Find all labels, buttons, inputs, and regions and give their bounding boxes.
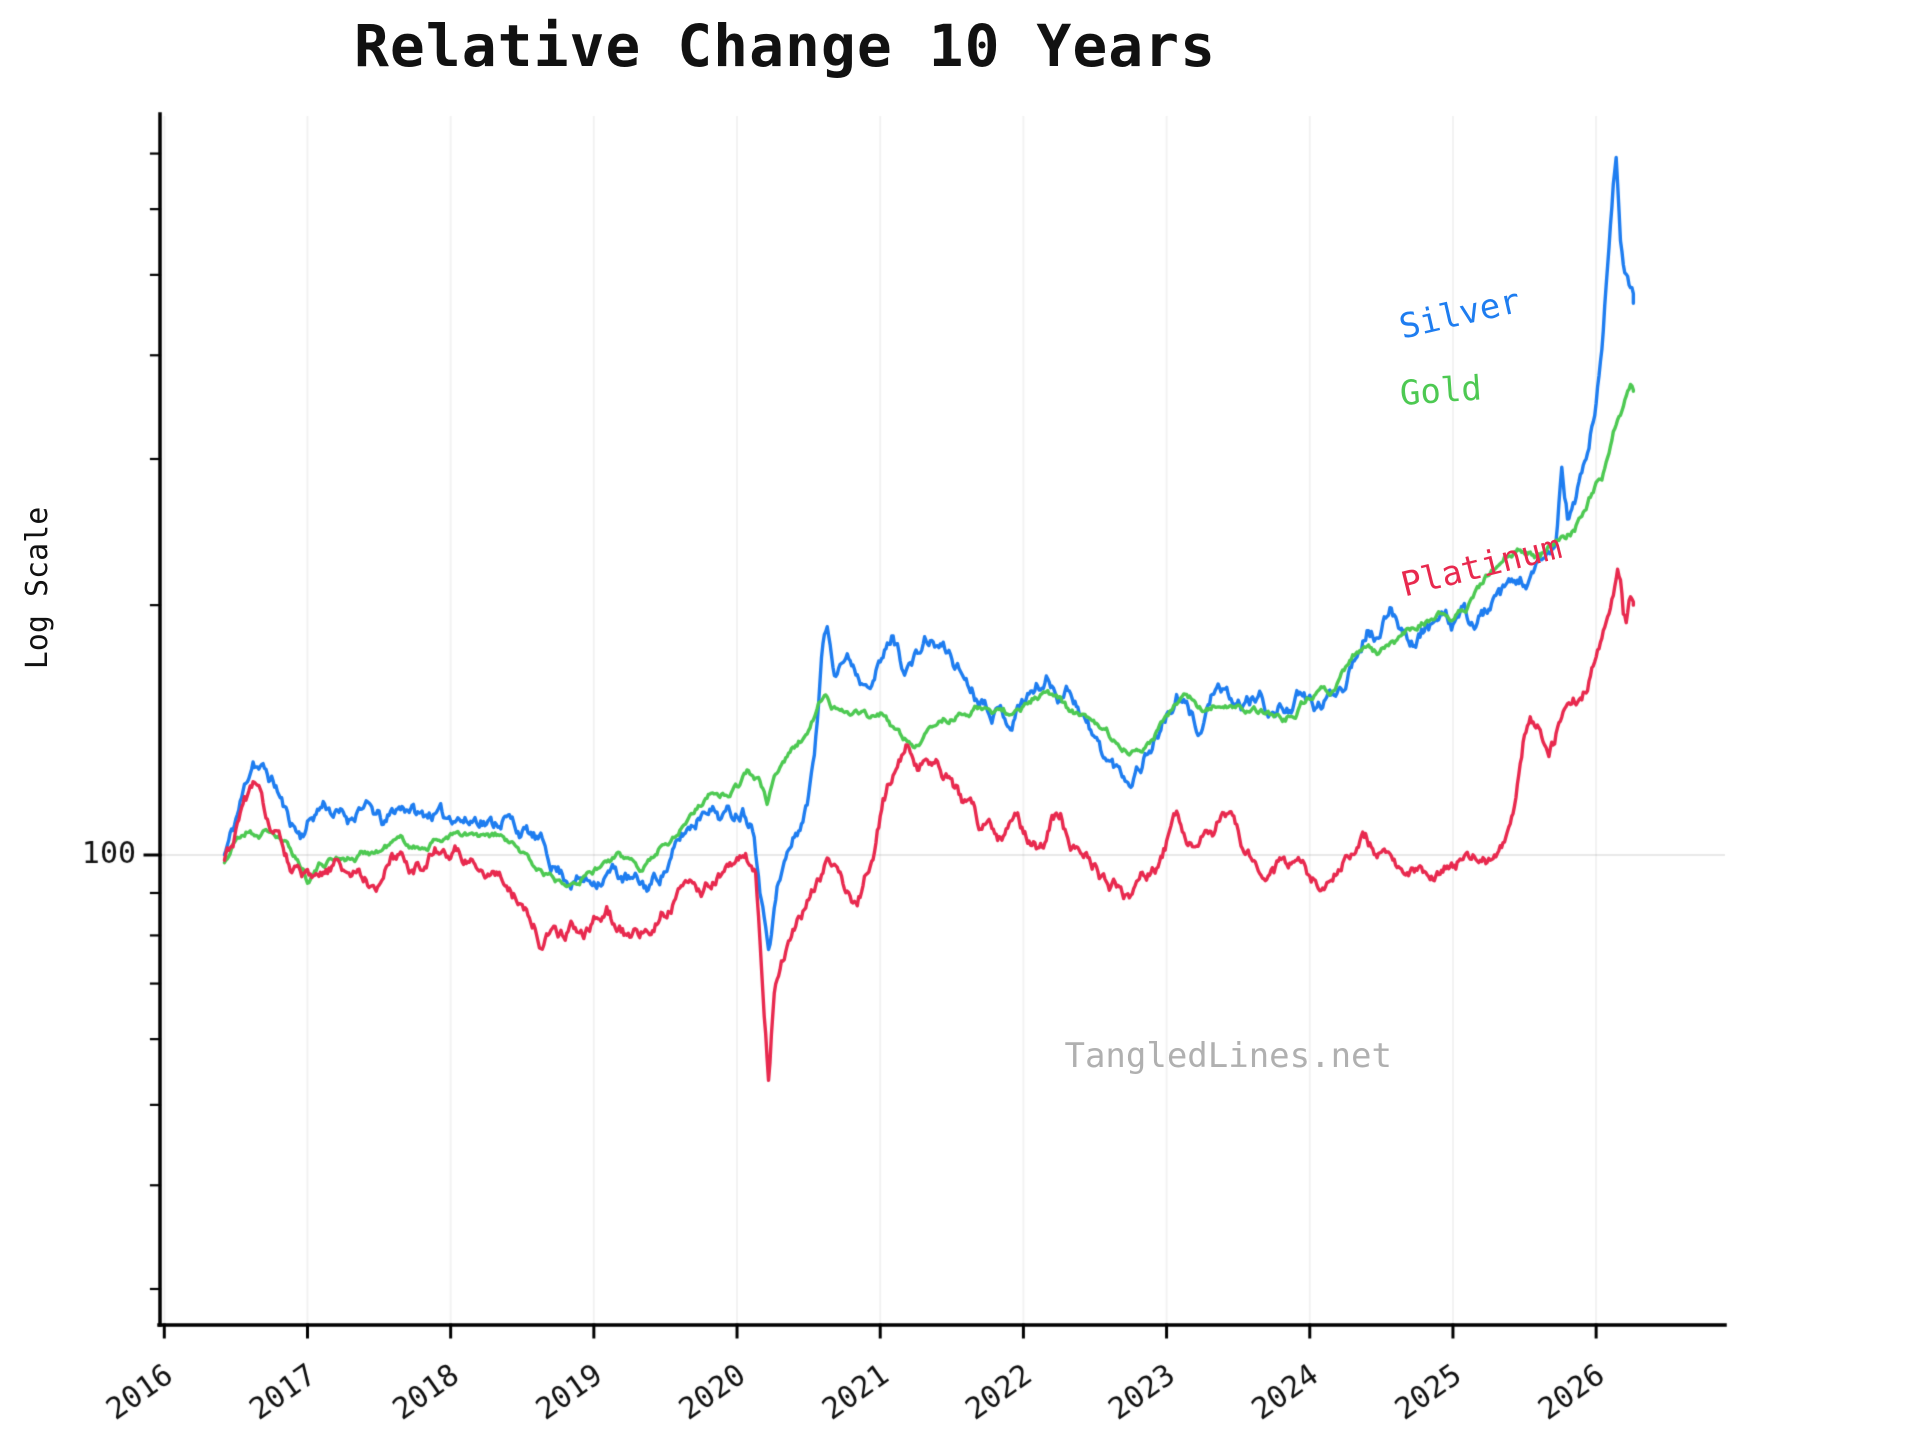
y-axis-label: Log Scale xyxy=(20,506,55,670)
legend-gold: Gold xyxy=(1398,368,1484,414)
chart-title: Relative Change 10 Years xyxy=(353,12,1217,80)
watermark: TangledLines.net xyxy=(1064,1036,1392,1076)
